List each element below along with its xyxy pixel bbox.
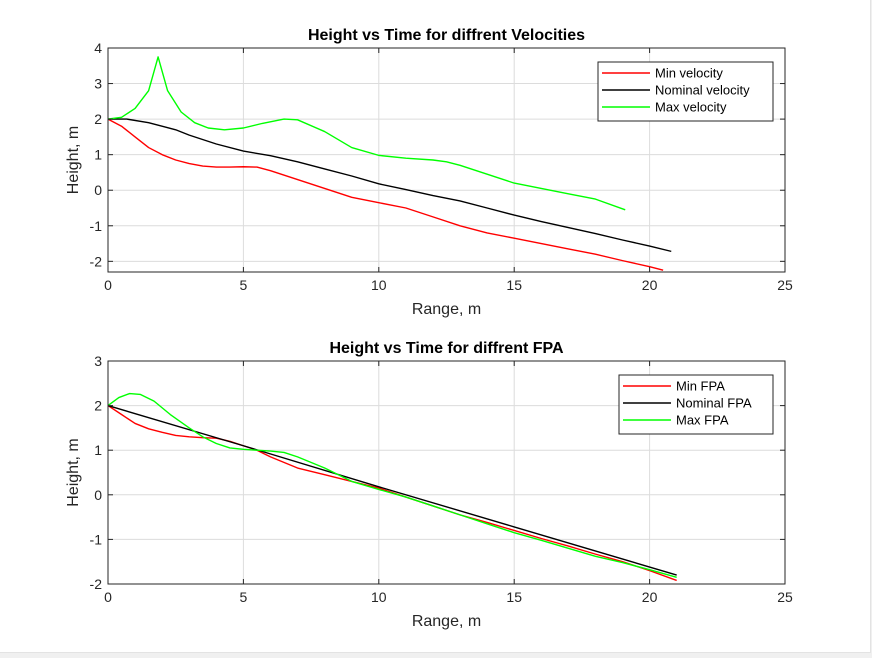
y-axis-label: Height, m — [65, 126, 82, 194]
x-tick-label: 0 — [104, 277, 112, 293]
series-line-2 — [108, 118, 672, 253]
legend-entry-label: Nominal velocity — [655, 83, 750, 98]
x-tick-label: 15 — [506, 589, 522, 605]
y-tick-label: 1 — [94, 442, 102, 458]
series-line-1 — [107, 118, 664, 271]
x-tick-label: 0 — [104, 589, 112, 605]
x-tick-label: 20 — [642, 277, 658, 293]
x-tick-label: 20 — [642, 589, 658, 605]
legend-entry-label: Max FPA — [676, 413, 729, 428]
y-tick-label: -2 — [90, 253, 103, 269]
x-tick-label: 5 — [240, 589, 248, 605]
chart-title: Height vs Time for diffrent Velocities — [308, 27, 585, 44]
legend-box — [597, 61, 774, 122]
series-line-3 — [107, 392, 677, 578]
series-line-2 — [107, 404, 677, 576]
x-tick-label: 25 — [777, 589, 793, 605]
y-axis-label: Height, m — [65, 438, 82, 506]
legend: Min FPA Nominal FPA Max FPA — [618, 374, 774, 435]
legend-entry-label: Min FPA — [676, 379, 725, 394]
y-tick-label: -2 — [90, 576, 103, 592]
axes-box — [107, 47, 786, 273]
x-tick-label: 10 — [371, 589, 387, 605]
x-tick-label: 5 — [240, 277, 248, 293]
y-tick-label: 0 — [94, 487, 102, 503]
y-tick-label: -1 — [90, 218, 103, 234]
x-tick-label: 25 — [777, 277, 793, 293]
legend-entry-label: Nominal FPA — [676, 396, 752, 411]
series-line-3 — [107, 56, 626, 211]
y-tick-label: 4 — [94, 40, 102, 56]
y-tick-label: 3 — [94, 76, 102, 92]
x-axis-label: Range, m — [412, 613, 481, 630]
y-tick-label: 2 — [94, 111, 102, 127]
axes-box — [107, 360, 786, 585]
x-tick-label: 15 — [506, 277, 522, 293]
chart-1: 0 5 10 15 20 25 -2 -1 0 1 2 3 4 Height vs Time for di… — [65, 27, 793, 318]
x-tick-label: 10 — [371, 277, 387, 293]
chart-2: 0 5 10 15 20 25 -2 -1 0 1 2 3 Height vs Time for dif… — [65, 340, 793, 630]
y-tick-label: 0 — [94, 182, 102, 198]
legend: Min velocity Nominal velocity Max velocity — [597, 61, 774, 122]
legend-entry-label: Min velocity — [655, 66, 723, 81]
series-line-1 — [107, 405, 677, 582]
y-tick-label: 2 — [94, 398, 102, 414]
x-axis-label: Range, m — [412, 301, 481, 318]
y-tick-label: 3 — [94, 353, 102, 369]
y-tick-label: 1 — [94, 147, 102, 163]
legend-entry-label: Max velocity — [655, 100, 727, 115]
y-tick-label: -1 — [90, 531, 103, 547]
chart-title: Height vs Time for diffrent FPA — [329, 340, 564, 357]
legend-box — [618, 374, 774, 435]
